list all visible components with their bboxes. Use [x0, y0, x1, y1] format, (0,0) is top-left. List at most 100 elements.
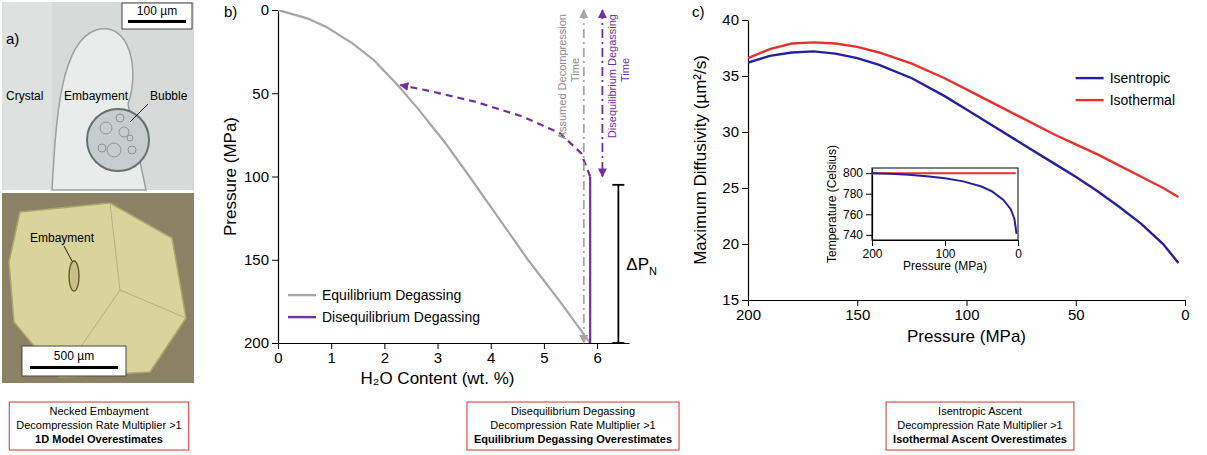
tick-mark	[742, 300, 748, 301]
tick-label: 20	[722, 235, 739, 252]
tick: 1	[328, 343, 336, 366]
tick: 100	[935, 240, 955, 261]
tick-mark	[272, 177, 278, 178]
annotation-line	[602, 10, 604, 177]
photo-label: Crystal	[6, 89, 43, 103]
tick-mark	[272, 10, 278, 11]
tick-mark	[1018, 240, 1019, 246]
tick-label: 4	[487, 349, 495, 366]
caption-box: Necked EmbaymentDecompression Rate Multi…	[9, 402, 188, 450]
tick-label: 3	[434, 349, 442, 366]
axis-line	[279, 343, 630, 344]
scale-bar	[30, 366, 118, 369]
inset-frame	[872, 168, 1018, 240]
x-axis: 0123456	[274, 343, 629, 366]
tick: 4	[487, 343, 495, 366]
tick-label: 0	[1015, 247, 1022, 261]
tick: 40	[722, 11, 748, 28]
legend-item: Isentropic	[1076, 70, 1171, 86]
caption-line: Disequilibrium Degassing	[511, 405, 635, 417]
y-axis: 050100150200	[244, 1, 279, 351]
bubble-texture	[98, 144, 106, 152]
tick: 100	[954, 300, 979, 323]
tick: 35	[722, 67, 748, 84]
caption-frame	[886, 402, 1074, 450]
tick: 100	[244, 168, 278, 185]
photo	[2, 193, 194, 383]
caption-frame	[467, 402, 679, 450]
series-line	[748, 42, 1178, 197]
plot-area	[872, 173, 1017, 234]
series-line	[278, 10, 590, 343]
bracket-label: ΔPN	[626, 255, 657, 277]
photo-label: Bubble	[150, 89, 188, 103]
panel-c: 152025303540200150100500IsentropicIsothe…	[691, 3, 1190, 346]
crystal-shape	[9, 203, 186, 377]
tick: 760	[843, 208, 872, 222]
legend-swatch	[288, 294, 316, 296]
tick-label: 800	[843, 166, 863, 180]
panel-letter: a)	[6, 30, 19, 47]
tick-mark	[742, 76, 748, 77]
tick-label: 1	[328, 349, 336, 366]
legend: Isentropic Isothermal	[1076, 70, 1175, 108]
x-axis: 200150100500	[736, 300, 1190, 323]
y-axis: 740 760 780 800	[843, 166, 873, 242]
annotation-line	[583, 10, 585, 343]
tick-label: 6	[593, 349, 601, 366]
annotation-label: Disequilibrium Degassing	[606, 14, 618, 138]
crystal-area	[2, 2, 52, 190]
legend-item: Isothermal	[1076, 92, 1175, 108]
scale-bar	[128, 20, 186, 23]
bubble-texture	[116, 114, 124, 122]
tick-label: 50	[1068, 306, 1085, 323]
caption-box: Isentropic AscentDecompression Rate Mult…	[886, 402, 1074, 450]
bubble-texture	[107, 143, 121, 157]
panel-a: CrystalEmbaymentBubble100 µmEmbayment500…	[2, 2, 194, 383]
tick-label: 740	[843, 228, 863, 242]
leader-line	[64, 246, 72, 261]
bubble-texture	[127, 135, 133, 141]
tick: 3	[434, 343, 442, 366]
caption-line: Decompression Rate Multiplier >1	[490, 419, 655, 431]
y-axis: 152025303540	[722, 11, 748, 308]
tick-label: 40	[722, 11, 739, 28]
series-line	[589, 177, 591, 344]
photo-label: 500 µm	[54, 349, 94, 363]
tick: 150	[244, 251, 278, 268]
figure: CrystalEmbaymentBubble100 µmEmbayment500…	[0, 0, 1207, 455]
photo	[2, 2, 194, 190]
plot-area	[278, 10, 590, 343]
tick-label: 150	[244, 251, 269, 268]
caption-frame	[9, 402, 188, 450]
bubble-texture	[100, 122, 112, 134]
tick: 6	[593, 343, 601, 366]
tick: 800	[843, 166, 872, 180]
tick-label: 25	[722, 179, 739, 196]
caption-line: 1D Model Overestimates	[35, 433, 163, 445]
caption-line: Isentropic Ascent	[938, 405, 1022, 417]
caption-line: Decompression Rate Multiplier >1	[16, 419, 181, 431]
bubble-texture	[119, 127, 129, 137]
tick-mark	[866, 194, 872, 195]
photo-label: Embayment	[30, 231, 95, 245]
tick-label: 0	[1181, 306, 1189, 323]
y-axis-title: Temperature (Celsius)	[825, 145, 839, 263]
y-axis-title: Maximum Diffusivity (µm²/s)	[691, 55, 710, 265]
tick-label: 780	[843, 187, 863, 201]
tick-label: 2	[381, 349, 389, 366]
tick-label: 200	[862, 247, 882, 261]
tick-label: 200	[736, 306, 761, 323]
bubble-shape	[87, 109, 149, 171]
tick-mark	[272, 260, 278, 261]
panel-letter: c)	[692, 3, 705, 20]
tick-mark	[945, 240, 946, 246]
caption-line: Isothermal Ascent Overestimates	[893, 433, 1067, 445]
bracket-label-sub: N	[649, 265, 657, 277]
legend-item: Disequilibrium Degassing	[288, 309, 480, 325]
tick-mark	[866, 235, 872, 236]
tick-mark	[742, 132, 748, 133]
tick-mark	[866, 214, 872, 215]
annotation-label: Assumed Decompression	[556, 14, 568, 139]
series-line	[872, 173, 1017, 234]
